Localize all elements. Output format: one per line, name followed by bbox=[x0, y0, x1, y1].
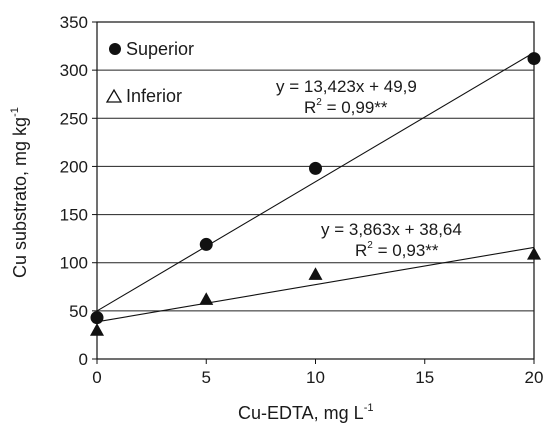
x-tick-label: 20 bbox=[525, 368, 544, 387]
grid bbox=[97, 69, 534, 312]
y-tick-label: 300 bbox=[60, 61, 88, 80]
y-tick-label: 0 bbox=[79, 350, 88, 369]
legend-label-superior: Superior bbox=[126, 39, 194, 59]
y-tick-label: 200 bbox=[60, 157, 88, 176]
legend: Superior Inferior bbox=[105, 39, 194, 106]
plot-frame bbox=[96, 21, 535, 360]
point-superior bbox=[199, 237, 213, 251]
point-superior bbox=[90, 311, 104, 325]
x-tick-label: 0 bbox=[92, 368, 101, 387]
trend-lines bbox=[96, 51, 535, 323]
x-tick-label: 15 bbox=[415, 368, 434, 387]
x-tick-label: 10 bbox=[306, 368, 325, 387]
equation-inferior: y = 3,863x + 38,64 bbox=[321, 220, 462, 239]
point-inferior bbox=[527, 247, 541, 260]
y-axis-title: Cu substrato, mg kg-1 bbox=[9, 107, 30, 278]
point-superior bbox=[309, 161, 322, 175]
legend-label-inferior: Inferior bbox=[126, 86, 182, 106]
x-axis-title: Cu-EDTA, mg L-1 bbox=[238, 402, 373, 423]
point-inferior bbox=[199, 292, 214, 305]
point-superior bbox=[527, 52, 541, 66]
y-tick-label: 150 bbox=[60, 206, 88, 225]
r2-inferior: R2 = 0,93** bbox=[355, 240, 439, 260]
point-inferior bbox=[90, 323, 104, 336]
x-tick-label: 5 bbox=[202, 368, 211, 387]
x-axis: 0 5 10 15 20 bbox=[92, 359, 543, 387]
y-axis: 0 50 100 150 200 250 300 350 bbox=[60, 13, 97, 369]
y-tick-label: 50 bbox=[69, 302, 88, 321]
y-tick-label: 350 bbox=[60, 13, 88, 32]
trend-line-inferior bbox=[96, 246, 535, 323]
data-points bbox=[90, 52, 541, 336]
y-tick-label: 250 bbox=[60, 109, 88, 128]
point-inferior bbox=[308, 267, 323, 280]
trend-line-superior bbox=[96, 51, 535, 312]
y-tick-label: 100 bbox=[60, 254, 88, 273]
legend-marker-superior bbox=[109, 43, 121, 55]
equation-superior: y = 13,423x + 49,9 bbox=[276, 77, 417, 96]
r2-superior: R2 = 0,99** bbox=[304, 97, 388, 117]
legend-marker-inferior bbox=[105, 88, 123, 103]
